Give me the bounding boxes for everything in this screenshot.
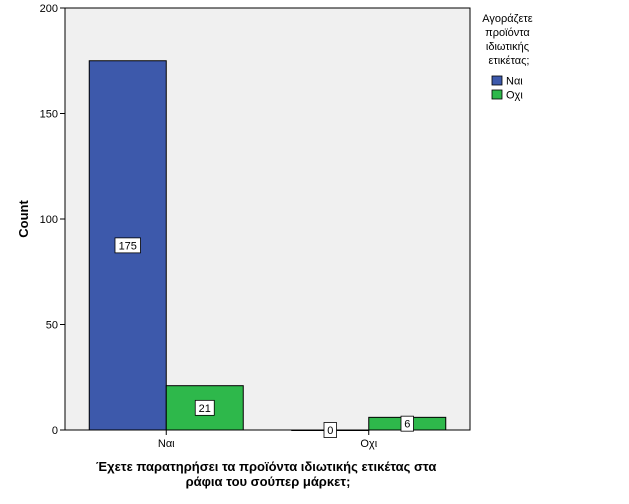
data-label: 0 — [327, 425, 333, 437]
legend-title-line-3: ιδιωτικής — [486, 41, 529, 53]
data-label: 6 — [404, 419, 410, 431]
legend-title-line-4: ετικέτας; — [488, 55, 529, 67]
x-tick-label: Οχι — [360, 438, 377, 450]
legend-title-line-2: προϊόντα — [485, 27, 530, 39]
legend-title-line-1: Αγοράζετε — [482, 13, 532, 25]
data-label-box — [114, 237, 141, 254]
data-label: 175 — [119, 240, 137, 252]
bars: 175 21 0 6 — [88, 60, 447, 438]
y-tick-label: 150 — [40, 109, 58, 121]
x-tick-label: Ναι — [158, 438, 175, 450]
x-axis-title-line-2: ράφια του σούπερ μάρκετ; — [186, 474, 351, 489]
legend: Αγοράζετε προϊόντα ιδιωτικής ετικέτας; Ν… — [482, 13, 535, 102]
y-tick-label: 50 — [46, 320, 58, 332]
y-axis-title: Count — [16, 200, 31, 238]
data-label-box — [400, 415, 414, 432]
legend-item-label: Οχι — [506, 90, 523, 102]
x-axis-title: Έχετε παρατηρήσει τα προϊόντα ιδιωτικής … — [96, 459, 440, 489]
legend-title: Αγοράζετε προϊόντα ιδιωτικής ετικέτας; — [482, 13, 535, 67]
legend-swatch — [491, 89, 503, 100]
y-tick-label: 0 — [52, 425, 58, 437]
y-tick-label: 200 — [40, 3, 58, 15]
x-axis-title-line-1: Έχετε παρατηρήσει τα προϊόντα ιδιωτικής … — [96, 459, 436, 474]
legend-items: Ναι Οχι — [491, 75, 523, 102]
y-tick-label: 100 — [40, 214, 58, 226]
data-label-box — [323, 422, 337, 438]
data-label-box — [194, 399, 215, 416]
legend-item-label: Ναι — [506, 76, 523, 88]
data-label: 21 — [199, 403, 211, 415]
x-axis: Ναι Οχι — [158, 430, 378, 450]
legend-swatch — [491, 75, 503, 86]
y-axis: 0 50 100 150 200 — [40, 3, 65, 437]
